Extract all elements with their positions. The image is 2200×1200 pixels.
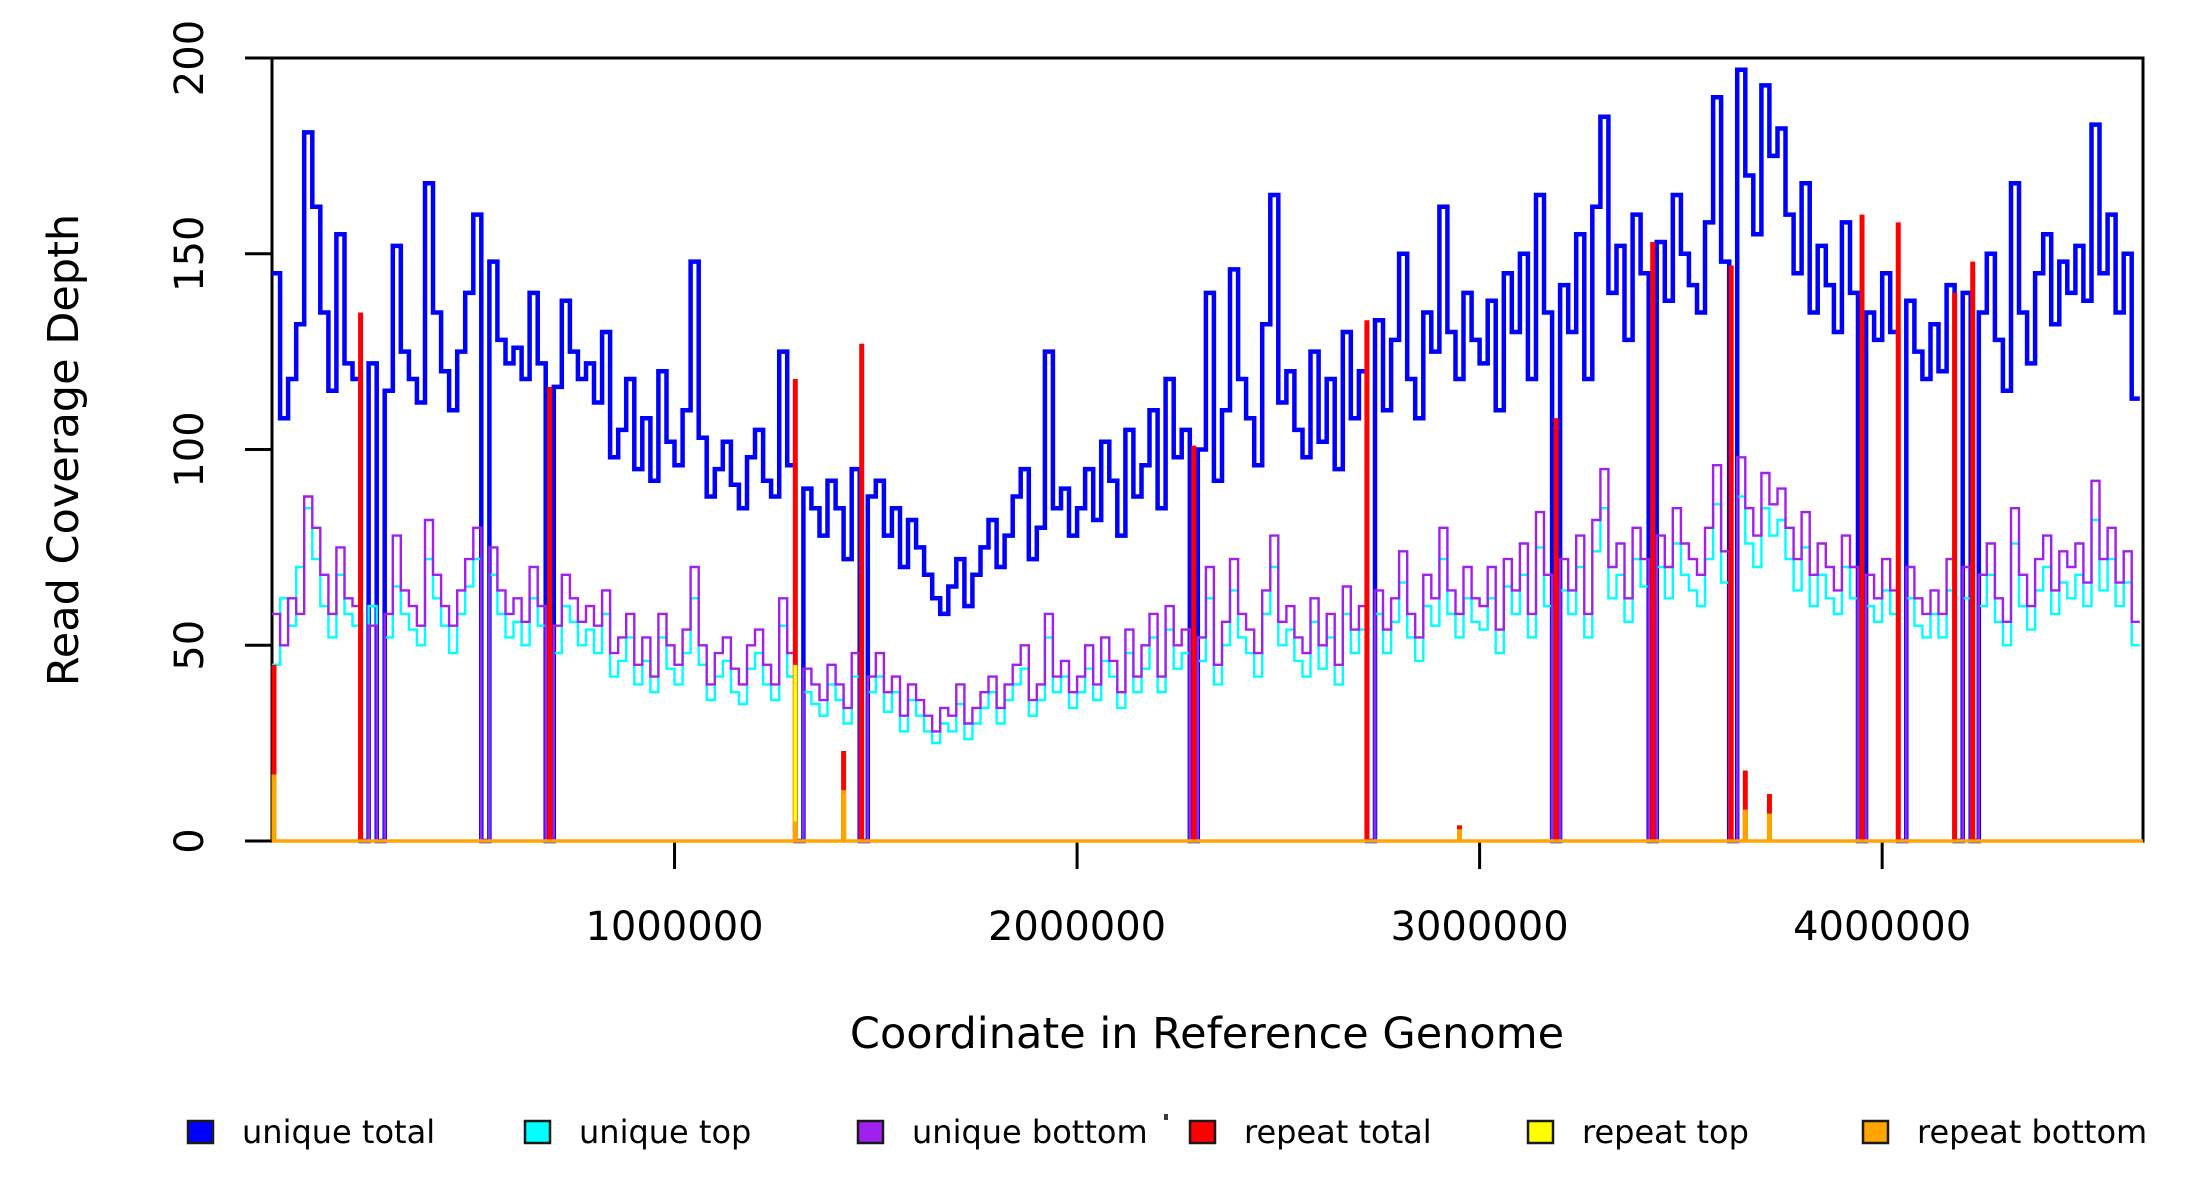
legend-item-repeat-bottom: repeat bottom — [1861, 1113, 2147, 1151]
legend-label-unique-top: unique top — [579, 1113, 751, 1151]
stray-mark — [1164, 1114, 1168, 1120]
legend-item-unique-total: unique total — [186, 1113, 435, 1151]
legend-item-repeat-top: repeat top — [1526, 1113, 1749, 1151]
series-line — [272, 67, 2140, 844]
x-axis-title: Coordinate in Reference Genome — [850, 1009, 1564, 1059]
legend-label-unique-bottom: unique bottom — [912, 1113, 1148, 1151]
series-line — [272, 456, 2140, 843]
y-tick-label: 0 — [167, 828, 213, 853]
legend-swatch-repeat-bottom — [1861, 1119, 1890, 1145]
legend-label-repeat-bottom: repeat bottom — [1917, 1113, 2147, 1151]
legend-item-unique-bottom: unique bottom — [856, 1113, 1148, 1151]
x-tick-label: 2000000 — [988, 904, 1166, 950]
legend-swatch-repeat-total — [1188, 1119, 1217, 1145]
y-axis-title: Read Coverage Depth — [39, 214, 89, 686]
x-tick-label: 4000000 — [1793, 904, 1971, 950]
legend-label-repeat-top: repeat top — [1582, 1113, 1749, 1151]
y-tick-label: 200 — [167, 20, 213, 96]
x-tick-label: 1000000 — [585, 904, 763, 950]
legend-label-unique-total: unique total — [242, 1113, 435, 1151]
plot-layer: 0 50 100 150 200 1000000 2000000 3000000 4000000 — [167, 20, 2145, 950]
x-tick-label: 3000000 — [1391, 904, 1569, 950]
legend-swatch-unique-total — [186, 1119, 215, 1145]
y-tick-label: 150 — [167, 216, 213, 292]
legend-swatch-repeat-top — [1526, 1119, 1555, 1145]
legend-swatch-unique-bottom — [856, 1119, 885, 1145]
series-unique-total — [272, 67, 2140, 844]
y-tick-label: 50 — [167, 620, 213, 671]
legend: unique total unique top unique bottom repea… — [186, 1113, 2147, 1151]
series-unique-bottom — [272, 456, 2140, 843]
legend-swatch-unique-top — [523, 1119, 552, 1145]
y-tick-label: 100 — [167, 411, 213, 487]
legend-label-repeat-total: repeat total — [1244, 1113, 1432, 1151]
legend-item-repeat-total: repeat total — [1188, 1113, 1432, 1151]
series-repeat-bottom — [271, 774, 2143, 843]
legend-item-unique-top: unique top — [523, 1113, 751, 1151]
